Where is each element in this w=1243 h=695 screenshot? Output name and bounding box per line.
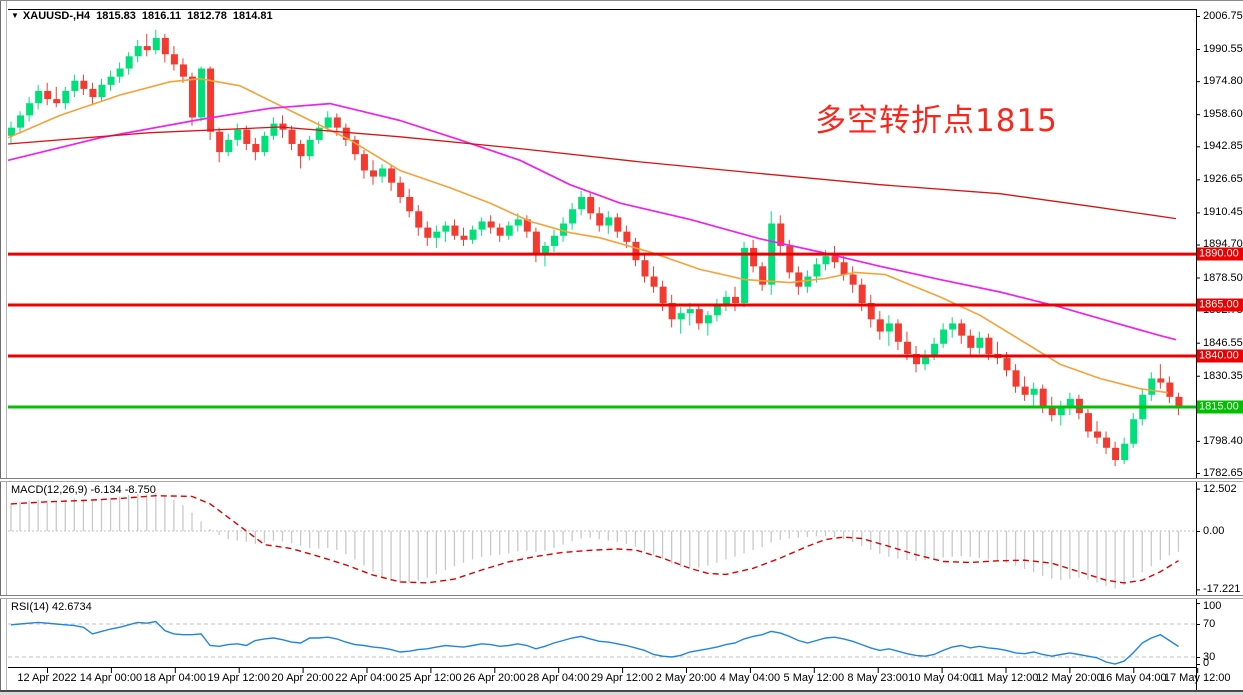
price-axis-label: 1878.50	[1203, 271, 1243, 284]
rsi-panel	[8, 620, 1196, 665]
macd-indicator-label: MACD(12,26,9) -6.134 -8.750	[11, 484, 156, 496]
price-axis-label: 1990.55	[1203, 43, 1243, 56]
rsi-indicator-label: RSI(14) 42.6734	[11, 601, 92, 613]
time-axis-label: 28 Apr 04:00	[526, 672, 590, 684]
price-axis-label: 1942.85	[1203, 140, 1243, 153]
time-axis-label: 2 May 20:00	[655, 672, 717, 684]
price-line-tag-1865.00: 1865.00	[1197, 298, 1243, 312]
time-axis-label: 18 Apr 04:00	[143, 672, 206, 684]
rsi-axis-label: 70	[1203, 618, 1216, 630]
price-axis-label: 1782.65	[1203, 466, 1243, 479]
time-axis-label: 4 May 04:00	[719, 672, 781, 684]
panel-separator-macd[interactable]	[0, 478, 1243, 482]
price-axis-label: 1910.45	[1203, 206, 1243, 219]
time-axis-label: 20 Apr 20:00	[271, 672, 334, 684]
time-axis-label: 10 May 04:00	[908, 672, 975, 684]
window-left-border	[0, 1, 1, 695]
macd-axis-label: -17.221	[1203, 583, 1241, 596]
candles	[8, 29, 1183, 467]
time-axis-label: 26 Apr 20:00	[463, 672, 526, 684]
price-axis-label: 1926.65	[1203, 173, 1243, 186]
price-axis-label: 1974.80	[1203, 75, 1243, 88]
time-axis-label: 29 Apr 12:00	[590, 672, 654, 684]
price-axis-label: 1846.55	[1203, 336, 1243, 349]
close-value: 1814.81	[232, 10, 273, 22]
price-axis-label: 1830.35	[1203, 369, 1243, 382]
panel-separator-rsi[interactable]	[0, 595, 1243, 599]
time-axis-label: 8 May 23:00	[847, 672, 908, 684]
price-axis-label: 2006.75	[1203, 10, 1243, 22]
macd-axis-label: 0.00	[1203, 525, 1225, 537]
ma-fast-orange	[7, 77, 1169, 394]
price-axis-label: 1958.60	[1203, 108, 1243, 121]
window-bottom-border	[0, 690, 1243, 692]
price-annotation-text[interactable]: 多空转折点1815	[815, 103, 1058, 139]
chart-frame-left-border	[6, 1, 7, 695]
time-axis-label: 5 May 12:00	[783, 672, 845, 684]
rsi-axis-label: 30	[1203, 651, 1216, 663]
price-axis-label: 1798.40	[1203, 434, 1243, 447]
time-axis-label: 14 Apr 00:00	[79, 672, 143, 684]
time-axis-label: 12 May 20:00	[1036, 672, 1103, 684]
open-value: 1815.83	[96, 10, 136, 22]
price-line-tag-1840.00: 1840.00	[1197, 349, 1243, 363]
symbol-timeframe-label: XAUUSD-,H4	[22, 10, 91, 22]
time-axis-label: 22 Apr 04:00	[335, 672, 398, 684]
price-axis-label: 1894.70	[1203, 238, 1243, 251]
price-line-tag-1815.00: 1815.00	[1197, 400, 1243, 414]
plot-borders	[8, 9, 1200, 690]
rsi-line	[10, 620, 1179, 665]
level-lines	[8, 252, 1196, 409]
time-axis-label: 17 May 12:00	[1163, 672, 1231, 684]
time-axis-label: 25 Apr 12:00	[399, 672, 462, 684]
low-value: 1812.78	[187, 10, 227, 22]
ma-slow-red	[7, 126, 1177, 220]
time-axis-label: 19 Apr 12:00	[207, 672, 270, 684]
price-line-tag-1890.00: 1890.00	[1197, 247, 1243, 261]
rsi-axis-label: 0	[1203, 657, 1210, 669]
rsi-axis-label: 100	[1203, 600, 1222, 612]
macd-panel	[8, 493, 1196, 589]
time-axis-label: 16 May 04:00	[1099, 672, 1167, 684]
macd-axis-label: 12.502	[1203, 482, 1237, 495]
time-axis-label: 11 May 12:00	[972, 672, 1039, 684]
macd-signal-line	[10, 494, 1179, 584]
symbol-dropdown-icon[interactable]: ▼	[11, 11, 19, 20]
high-value: 1816.11	[141, 10, 182, 22]
time-axis-label: 12 Apr 2022	[17, 672, 77, 684]
chart-ohlc-header: ▼ XAUUSD-,H4 1815.83 1816.11 1812.78 1814.81	[11, 10, 279, 22]
